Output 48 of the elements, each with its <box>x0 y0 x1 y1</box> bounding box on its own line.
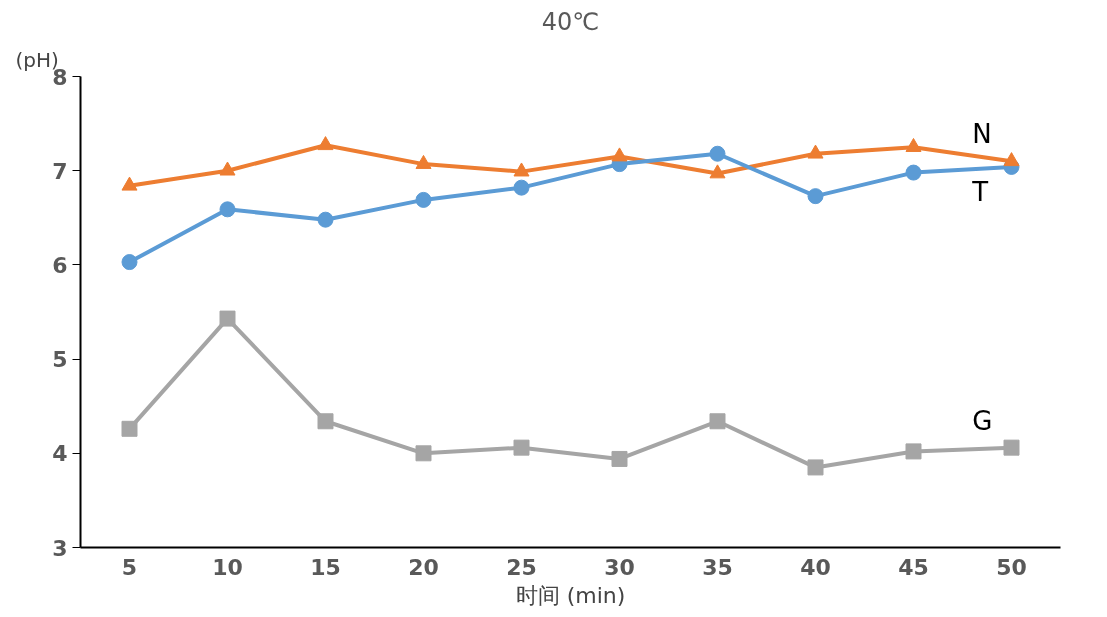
y-tick-label: 4 <box>52 441 68 467</box>
y-tick-label: 5 <box>52 347 68 373</box>
y-tick-label: 3 <box>52 535 68 561</box>
point <box>219 161 236 176</box>
x-tick-label: 35 <box>702 554 733 580</box>
x-tick-label: 30 <box>604 554 635 580</box>
point <box>415 154 432 169</box>
point <box>513 162 530 177</box>
point <box>121 176 138 191</box>
x-tick-label: 40 <box>800 554 831 580</box>
point <box>905 443 922 460</box>
point <box>807 188 824 205</box>
chart-title: 40℃ <box>541 7 600 36</box>
y-tick-label: 7 <box>52 158 68 184</box>
x-tick-label: 45 <box>898 554 929 580</box>
x-tick-label: 5 <box>121 554 138 580</box>
x-tick-label: 10 <box>212 554 243 580</box>
series-label: N <box>972 119 992 150</box>
point <box>513 439 530 456</box>
point <box>905 164 922 181</box>
point <box>317 136 334 151</box>
point <box>1003 439 1020 456</box>
x-axis-title: 时间 (min) <box>515 582 626 608</box>
point <box>219 310 236 327</box>
point <box>807 459 824 476</box>
point <box>513 179 530 196</box>
point <box>415 445 432 462</box>
series-label: T <box>971 176 989 207</box>
point <box>611 147 628 162</box>
y-tick-label: 6 <box>52 252 68 278</box>
point <box>415 191 432 208</box>
point <box>317 211 334 228</box>
point <box>317 413 334 430</box>
point <box>1003 152 1020 167</box>
x-tick-label: 15 <box>310 554 341 580</box>
point <box>905 137 922 152</box>
point <box>709 413 726 430</box>
x-tick-label: 20 <box>408 554 439 580</box>
point <box>219 201 236 218</box>
point <box>121 420 138 437</box>
point <box>611 450 628 467</box>
point <box>709 145 726 162</box>
point <box>807 144 824 159</box>
x-tick-label: 25 <box>506 554 537 580</box>
series-label: G <box>972 405 993 436</box>
x-tick-label: 50 <box>996 554 1027 580</box>
point <box>709 164 726 179</box>
point <box>121 254 138 271</box>
